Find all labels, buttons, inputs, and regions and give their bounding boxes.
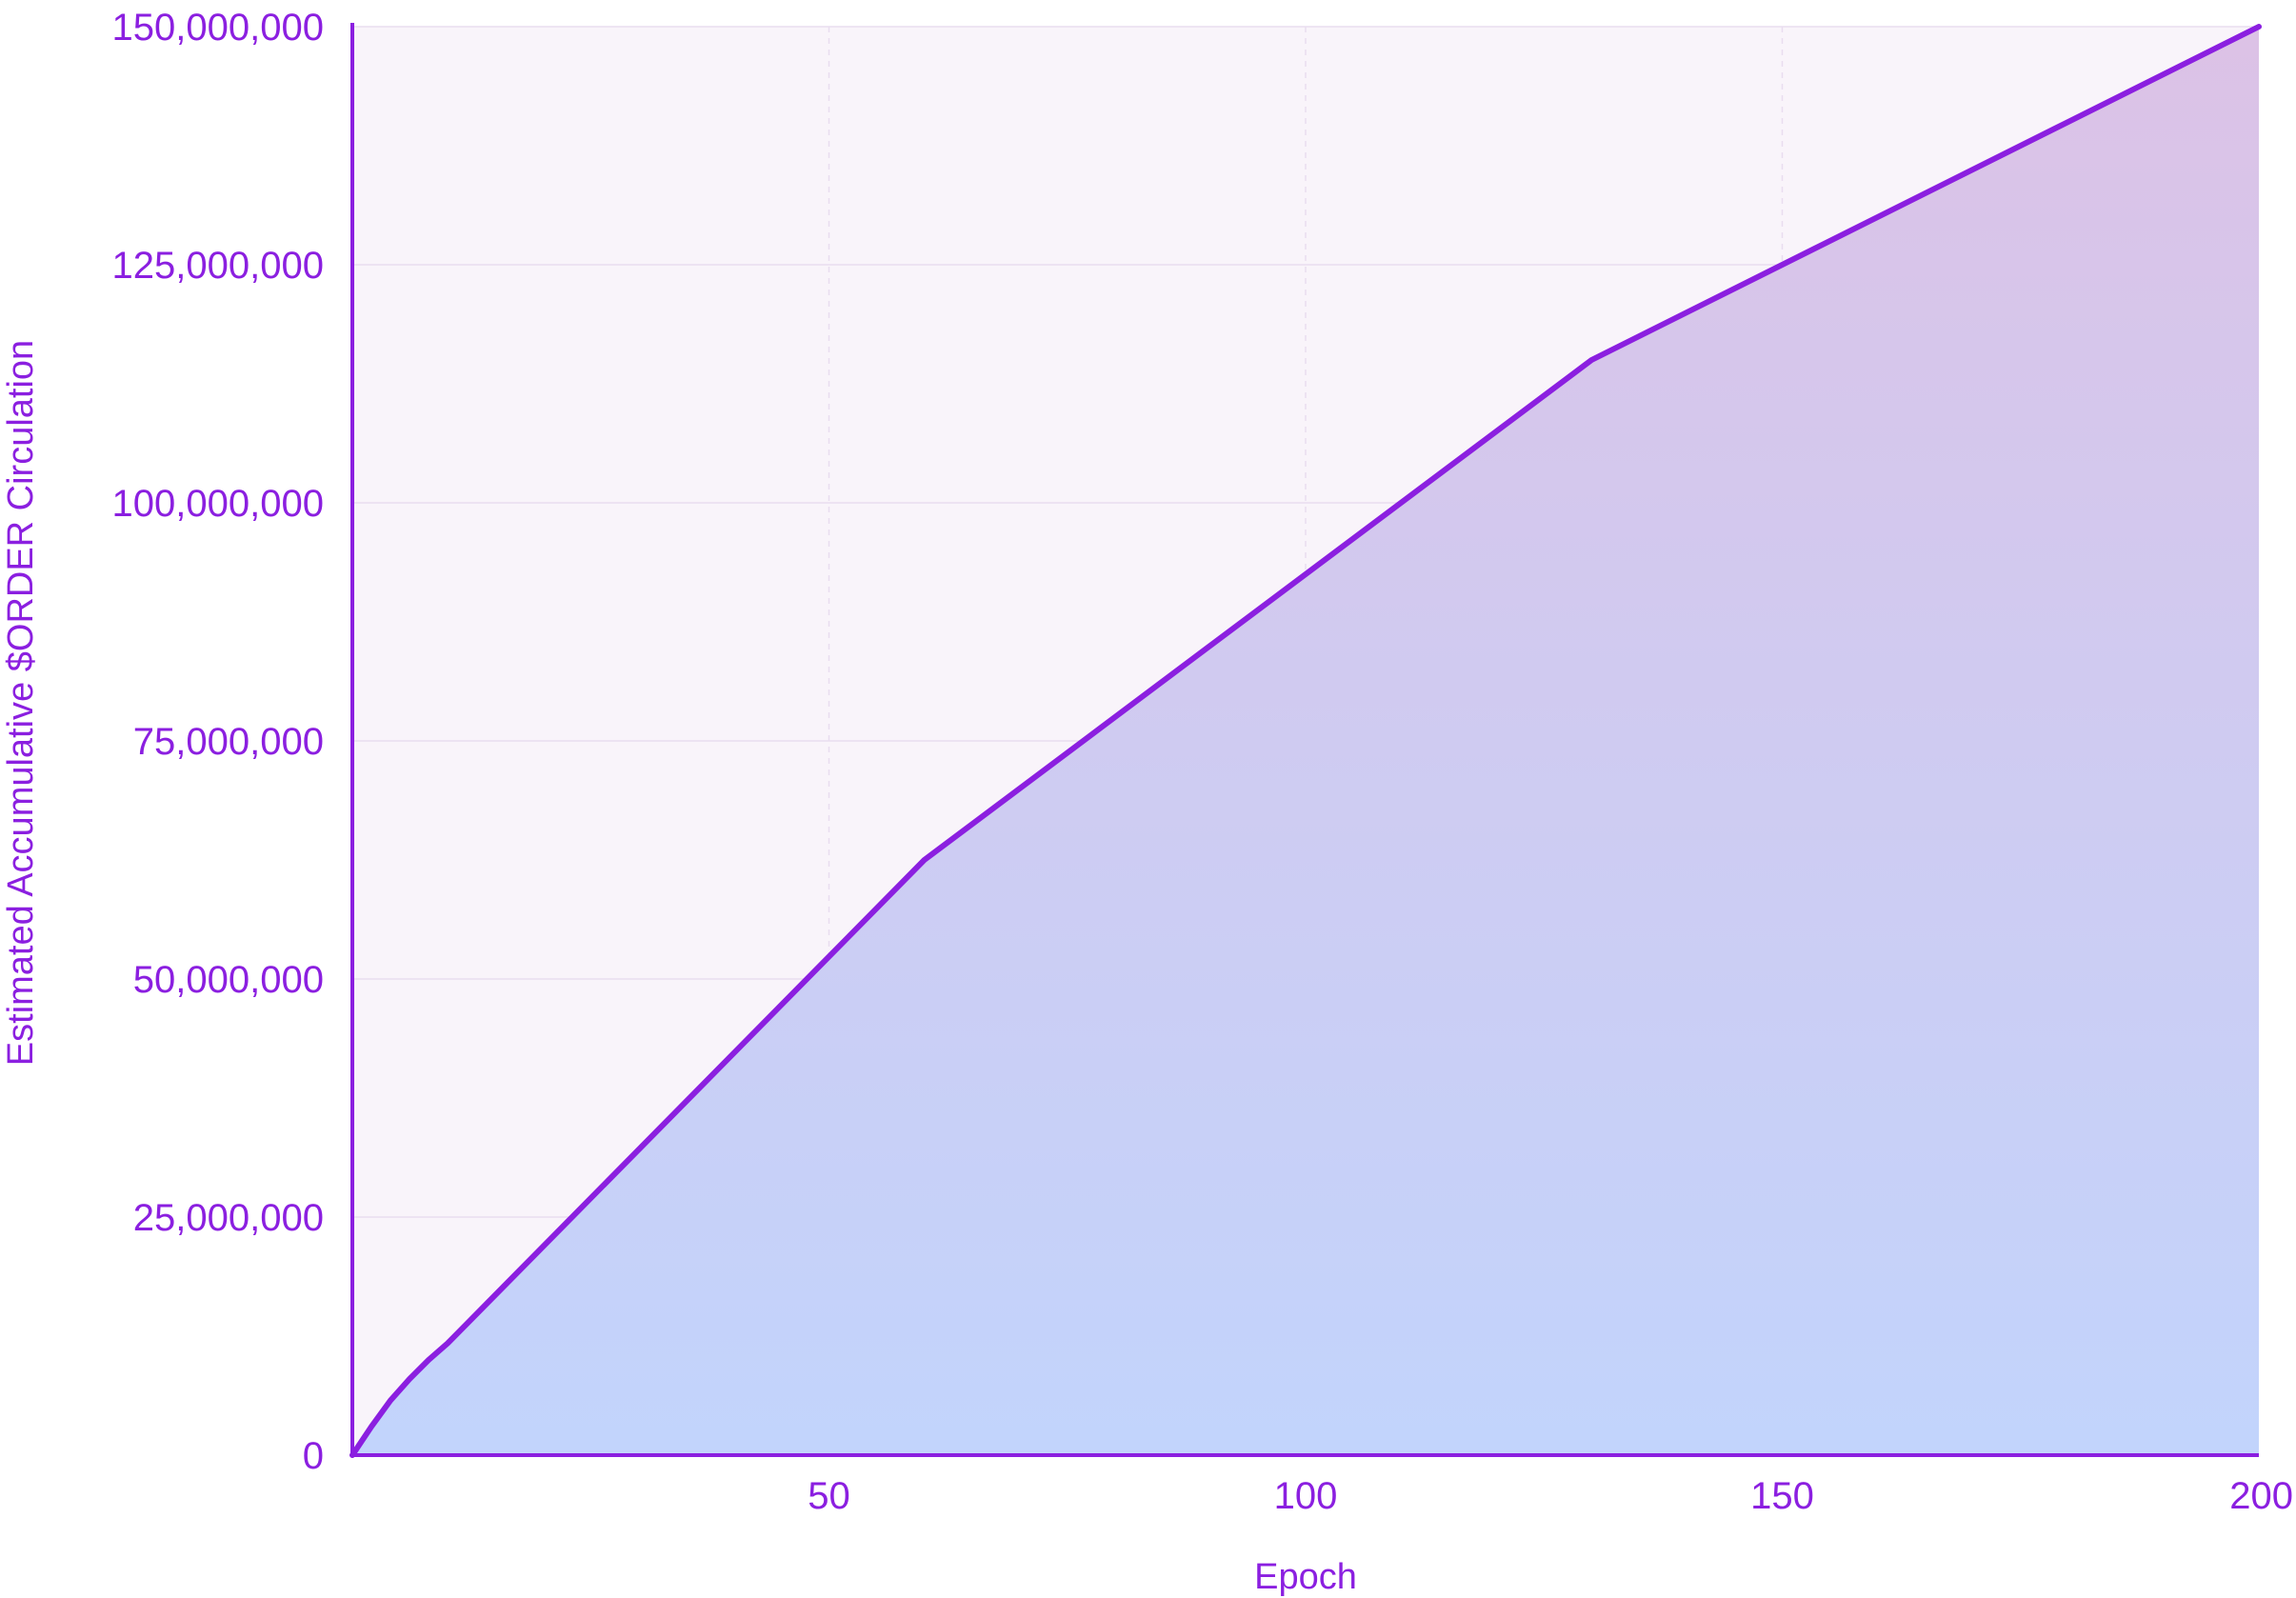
x-tick-label: 100 — [1274, 1475, 1338, 1517]
x-tick-label: 150 — [1750, 1475, 1814, 1517]
y-tick-label: 0 — [303, 1435, 324, 1477]
y-axis-title: Estimated Accumulative $ORDER Circulatio… — [1, 340, 41, 1066]
y-tick-label: 150,000,000 — [112, 7, 324, 49]
y-tick-label: 100,000,000 — [112, 483, 324, 525]
area-fill — [352, 27, 2259, 1455]
y-tick-label: 125,000,000 — [112, 245, 324, 287]
x-tick-labels: 50 100 150 200 — [808, 1475, 2293, 1517]
x-tick-label: 200 — [2229, 1475, 2293, 1517]
x-tick-label: 50 — [808, 1475, 850, 1517]
y-tick-label: 50,000,000 — [133, 959, 324, 1001]
y-tick-label: 75,000,000 — [133, 721, 324, 763]
y-tick-labels: 0 25,000,000 50,000,000 75,000,000 100,000,0… — [112, 7, 324, 1477]
x-axis-title: Epoch — [1254, 1557, 1357, 1597]
series-line — [349, 24, 2262, 1458]
y-tick-label: 25,000,000 — [133, 1197, 324, 1239]
